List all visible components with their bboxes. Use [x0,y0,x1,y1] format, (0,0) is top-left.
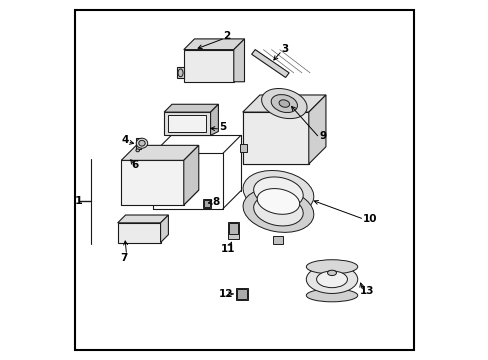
Polygon shape [210,104,218,135]
Ellipse shape [305,260,357,274]
Ellipse shape [327,270,336,275]
Bar [229,223,238,234]
Bar [203,199,211,208]
Bar [272,237,283,244]
Polygon shape [183,39,244,50]
Ellipse shape [261,89,306,118]
Ellipse shape [178,69,183,77]
Ellipse shape [257,189,299,214]
Text: 13: 13 [359,287,373,296]
Bar [228,222,239,239]
Bar [204,200,210,207]
Ellipse shape [253,177,303,208]
Polygon shape [118,223,160,243]
Text: 10: 10 [362,214,377,224]
Bar [236,288,247,300]
Text: 11: 11 [221,244,235,254]
Polygon shape [160,215,168,243]
Polygon shape [121,145,198,160]
Text: 1: 1 [74,197,82,206]
Polygon shape [135,138,141,149]
Text: 6: 6 [131,160,138,170]
Text: 3: 3 [281,44,288,54]
Ellipse shape [253,195,303,226]
Polygon shape [233,39,244,82]
Polygon shape [121,160,183,205]
Polygon shape [177,67,183,78]
Bar [240,144,246,152]
Polygon shape [164,112,210,135]
Ellipse shape [305,265,357,293]
Ellipse shape [305,289,357,302]
Polygon shape [183,50,233,82]
Text: 12: 12 [218,289,233,298]
Text: 2: 2 [223,31,230,41]
Polygon shape [118,215,168,223]
Polygon shape [164,104,218,112]
Text: 4: 4 [121,135,128,145]
Text: 7: 7 [120,252,127,262]
Text: 9: 9 [319,131,326,141]
Polygon shape [121,190,198,205]
Ellipse shape [136,149,139,152]
Bar [168,115,206,132]
Polygon shape [183,145,198,205]
Ellipse shape [279,100,289,107]
Ellipse shape [139,140,145,146]
Ellipse shape [271,95,297,113]
Ellipse shape [316,271,347,288]
Text: 8: 8 [212,197,219,207]
Ellipse shape [243,188,313,232]
Text: 5: 5 [219,122,226,132]
Polygon shape [242,95,325,112]
Ellipse shape [243,171,313,215]
Polygon shape [251,50,288,77]
Polygon shape [308,95,325,164]
Bar [237,289,246,298]
Ellipse shape [136,138,147,148]
Polygon shape [242,112,308,164]
